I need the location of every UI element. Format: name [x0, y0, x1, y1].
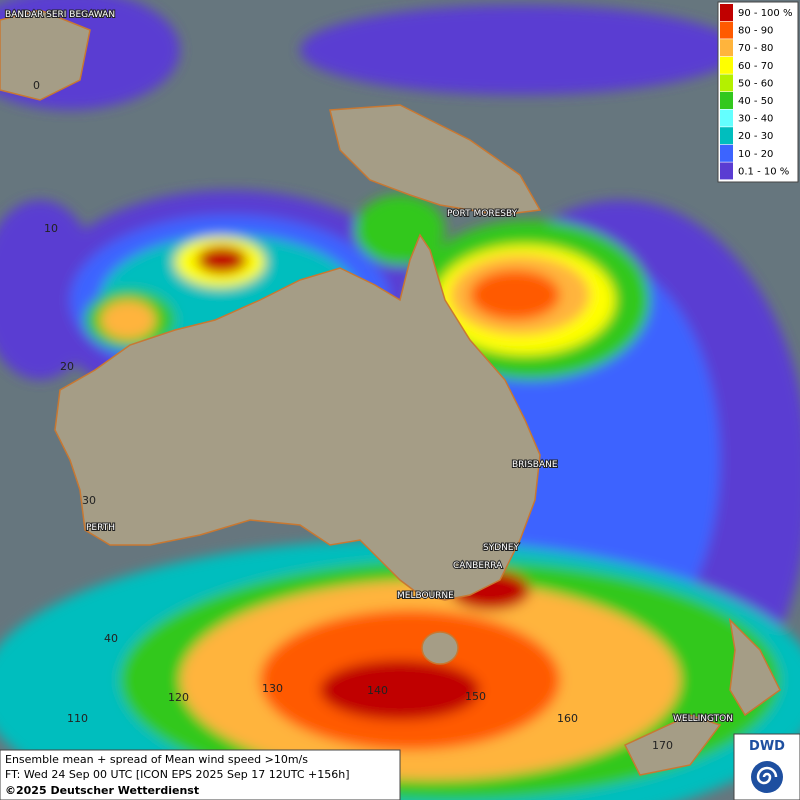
- legend-swatch: [720, 127, 733, 145]
- land: [0, 9, 781, 776]
- logo-icon: [751, 761, 783, 793]
- legend-label: 10 - 20: [738, 149, 773, 160]
- latitude-label: 0: [33, 79, 40, 92]
- latitude-label: 40: [104, 632, 118, 645]
- city-labels: BANDAR SERI BEGAWAN PORT MORESBY BRISBANE P…: [4, 9, 734, 725]
- longitude-label: 160: [557, 712, 578, 725]
- legend-label: 60 - 70: [738, 61, 773, 72]
- legend-label: 80 - 90: [738, 26, 773, 37]
- longitude-label: 120: [168, 691, 189, 704]
- legend-swatch: [720, 92, 733, 109]
- footer: Ensemble mean + spread of Mean wind spee…: [0, 749, 401, 800]
- longitude-label: 150: [465, 690, 486, 703]
- longitude-label: 170: [652, 739, 673, 752]
- legend-label: 20 - 30: [738, 131, 773, 142]
- logo-spiral: [756, 766, 778, 785]
- legend-swatch: [720, 109, 733, 127]
- longitude-label: 130: [262, 682, 283, 695]
- legend-swatch: [720, 21, 733, 39]
- grid-labels: 0 10 20 30 40 110 120 130 140 150 160 170: [33, 79, 673, 752]
- legend: 90 - 100 % 80 - 90 70 - 80 60 - 70 50 - 60 40…: [717, 1, 799, 183]
- legend-label: 0.1 - 10 %: [738, 166, 789, 177]
- logo: DWD: [733, 733, 800, 800]
- legend-label: 50 - 60: [738, 78, 773, 89]
- legend-label: 90 - 100 %: [738, 8, 792, 19]
- legend-swatch: [720, 4, 733, 21]
- copyright: ©2025 Deutscher Wetterdienst: [5, 784, 199, 797]
- longitude-label: 110: [67, 712, 88, 725]
- city-label: WELLINGTON: [673, 714, 733, 724]
- city-label: BRISBANE: [512, 460, 558, 470]
- city-label: PERTH: [86, 523, 115, 533]
- city-label: PORT MORESBY: [447, 209, 518, 219]
- longitude-label: 140: [367, 684, 388, 697]
- footer-line: Ensemble mean + spread of Mean wind spee…: [5, 753, 308, 766]
- legend-label: 70 - 80: [738, 43, 773, 54]
- legend-swatch: [720, 144, 733, 162]
- city-label: MELBOURNE: [397, 591, 454, 601]
- latitude-label: 10: [44, 222, 58, 235]
- legend-swatch: [720, 39, 733, 57]
- legend-swatch: [720, 74, 733, 92]
- city-label: BANDAR SERI BEGAWAN: [5, 10, 115, 20]
- footer-box: [0, 749, 401, 800]
- latitude-label: 20: [60, 360, 74, 373]
- legend-swatch: [720, 56, 733, 74]
- legend-label: 40 - 50: [738, 96, 773, 107]
- logo-text: DWD: [749, 739, 785, 754]
- legend-swatch: [720, 162, 733, 180]
- city-label: CANBERRA: [453, 561, 503, 571]
- latitude-label: 30: [82, 494, 96, 507]
- footer-line: FT: Wed 24 Sep 00 UTC [ICON EPS 2025 Sep…: [5, 768, 350, 781]
- city-label: SYDNEY: [483, 543, 520, 553]
- legend-label: 30 - 40: [738, 114, 773, 125]
